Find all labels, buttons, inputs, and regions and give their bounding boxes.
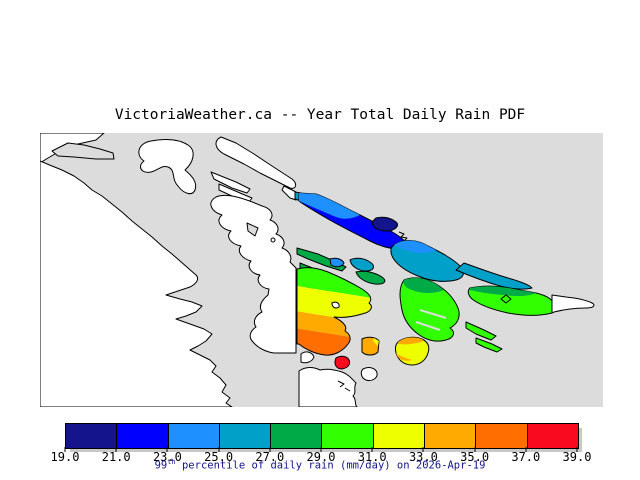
lower-islet-1 [465,321,497,341]
tick-label-35.0: 35.0 [460,450,490,464]
tick-label-19.0: 19.0 [50,450,80,464]
tick-label-39.0: 39.0 [562,450,592,464]
colorbar [65,423,579,449]
land-central-peninsula [210,194,297,354]
colorbar-segment-33.0-35.0 [424,424,476,448]
tick-mark-35.0 [474,447,476,452]
tick-label-31.0: 31.0 [357,450,387,464]
tick-mark-39.0 [576,447,578,452]
chain-tail-marks [398,231,408,242]
colorbar-segment-27.0-29.0 [270,424,322,448]
tick-label-25.0: 25.0 [204,450,234,464]
tick-mark-23.0 [166,447,168,452]
pender-islet-green [355,270,386,285]
tick-label-23.0: 23.0 [152,450,182,464]
page-title: VictoriaWeather.ca -- Year Total Daily R… [114,107,526,123]
small-blue-islet [329,257,345,268]
colorbar-segment-21.0-23.0 [116,424,168,448]
colorbar-segment-37.0-39.0 [526,424,578,448]
tick-mark-21.0 [115,447,117,452]
map-svg [39,132,603,408]
land-west-vancouver-island [39,160,233,408]
tick-mark-19.0 [64,447,66,452]
tick-mark-27.0 [269,447,271,452]
lower-islet-2 [475,337,503,353]
red-blob [334,355,351,370]
saanich-lake [331,301,340,309]
tick-label-37.0: 37.0 [511,450,541,464]
island-round [138,139,197,195]
land-victoria [298,367,358,408]
pender-islet-teal [349,257,374,272]
islet-victoria [360,367,378,381]
tick-mark-29.0 [320,447,322,452]
navy-core [371,216,398,232]
diamond-lake [500,294,512,304]
tick-label-33.0: 33.0 [408,450,438,464]
island-tail-nodata [551,294,595,314]
caption-text: percentile of daily rain (mm/day) on 202… [175,459,486,472]
rock-marks [337,380,351,392]
yellow-blob-orange-bottom [396,353,412,361]
tick-mark-25.0 [218,447,220,452]
caption-superscript: th [167,458,176,466]
colorbar-segment-35.0-37.0 [475,424,527,448]
saanich-outline [296,267,372,356]
tick-label-21.0: 21.0 [101,450,131,464]
teal-island-upper [394,240,436,254]
colorbar-segment-31.0-33.0 [372,424,425,448]
teal-east-extension [455,262,533,290]
spit-peninsula [51,142,115,160]
tick-label-29.0: 29.0 [306,450,336,464]
inlet-sliver [246,222,259,237]
orange-patch-yellow-corner [373,338,379,346]
colorbar-segment-19.0-21.0 [66,424,117,448]
sanjuan-west-blob [399,277,460,342]
colorbar-ticks: 19.0 21.0 23.0 25.0 27.0 29.0 31.0 33.0 35.0 37.0… [51,447,591,469]
sanjuan-west-topband [403,277,444,293]
map [39,132,603,408]
colorbar-segment-25.0-27.0 [218,424,271,448]
tick-mark-37.0 [525,447,527,452]
blue-chain-upper [299,193,360,219]
island-sliver-1 [210,171,251,194]
colorbar-segment-29.0-31.0 [321,424,373,448]
island-long [215,136,297,189]
tick-mark-33.0 [422,447,424,452]
chain-tip-nodata [281,185,297,201]
tick-mark-31.0 [371,447,373,452]
yellow-blob-orange-top [398,337,424,345]
colorbar-segment-23.0-25.0 [167,424,219,448]
sanjuan-east-topband [470,286,536,297]
tiny-islet-2 [270,237,276,243]
colorbar-caption: 99th percentile of daily rain (mm/day) o… [0,458,640,472]
caption-prefix: 99 [154,459,168,472]
channel-slits [415,309,447,331]
land-victoria-point [300,351,315,364]
tick-label-27.0: 27.0 [255,450,285,464]
